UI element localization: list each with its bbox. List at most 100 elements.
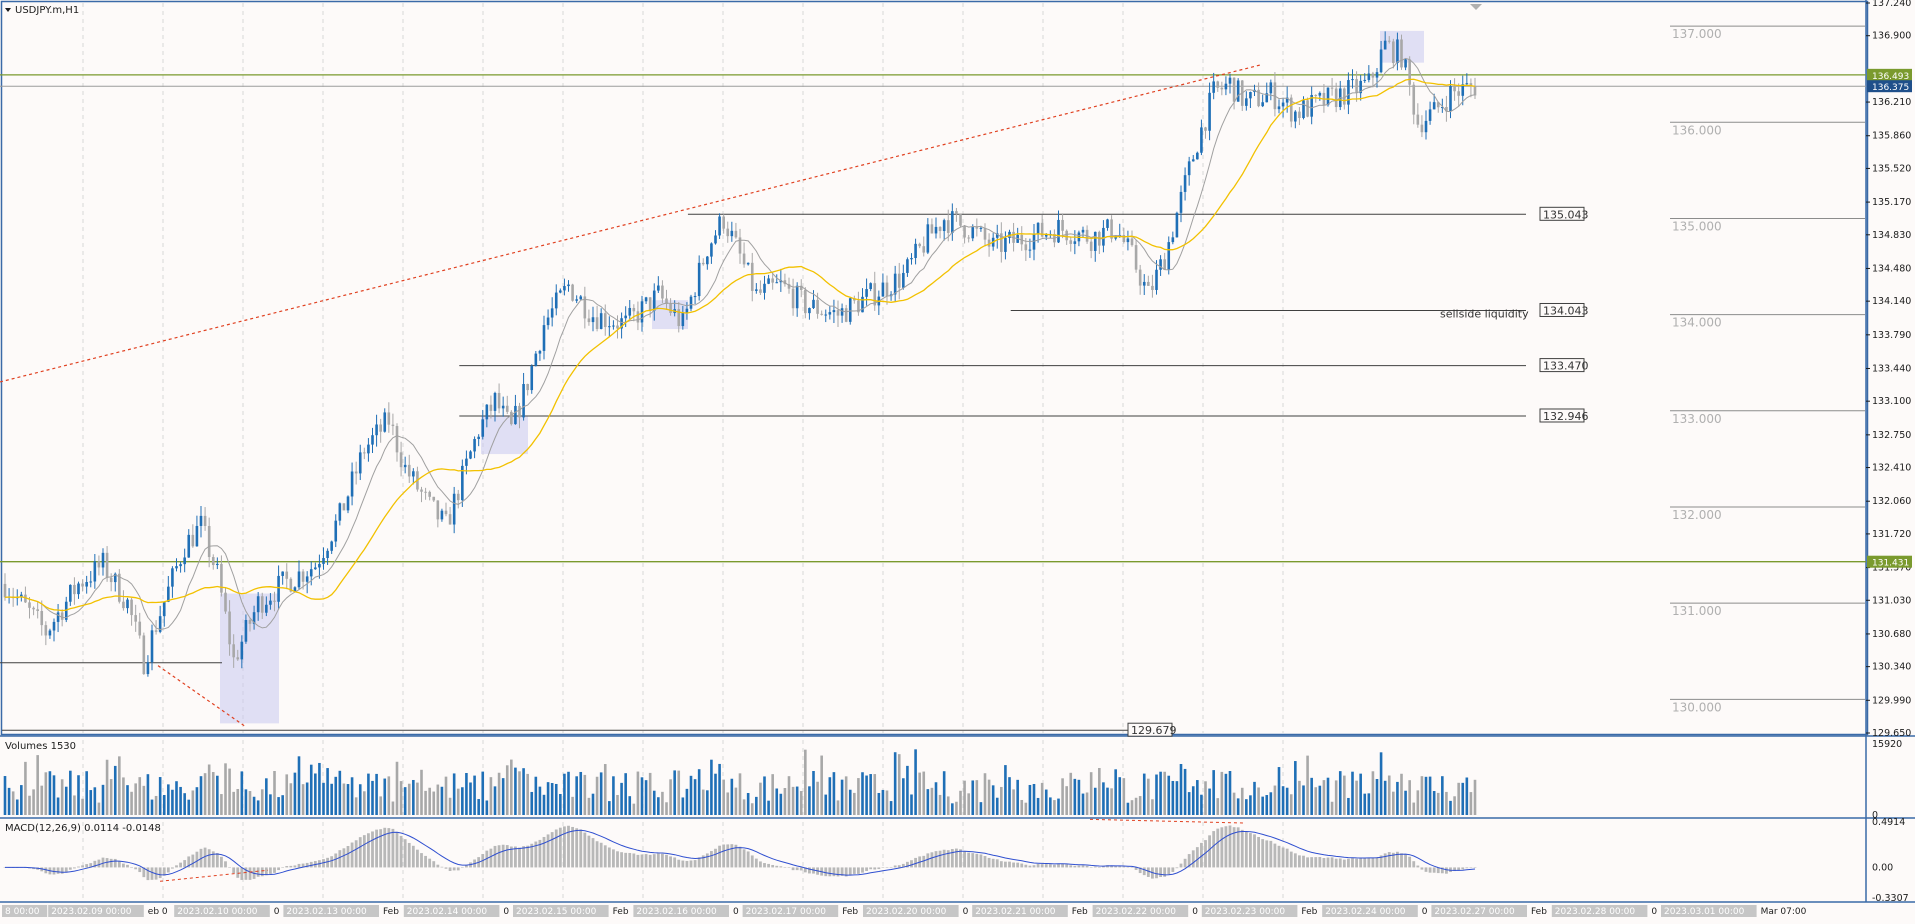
time-tick-label: 0 [274,907,280,917]
candle-body [718,216,721,236]
candle-body [428,491,431,497]
time-tick-label: Mar 07:00 [1761,907,1807,917]
volume-bar [1351,771,1354,815]
candle-body [706,256,709,265]
candle-body [191,534,195,547]
candle-body [501,405,505,409]
volume-bar [538,786,542,815]
macd-histogram-bar [122,863,125,868]
shift-marker-icon[interactable] [1470,4,1482,10]
macd-histogram-bar [987,857,991,868]
candle-body [1204,127,1207,131]
candle-body [1310,94,1313,117]
candle-body [1392,41,1395,64]
volume-bar [955,801,958,815]
macd-histogram-bar [350,842,354,868]
candle-body [1363,79,1367,81]
macd-histogram-bar [746,851,750,868]
candle-body [799,285,803,290]
macd-histogram-bar [542,836,546,868]
candle-body [32,607,35,610]
volume-bar [1310,777,1313,815]
macd-histogram-bar [840,867,844,876]
green-level-price-box[interactable] [1867,68,1912,81]
volume-bar [657,797,660,815]
macd-histogram-bar [742,849,746,868]
bid-price-box[interactable] [1867,80,1912,93]
macd-histogram-bar [391,828,395,868]
volume-bar [1212,770,1215,815]
candle-body [342,503,346,511]
time-label-bg [742,905,839,917]
price-axis[interactable]: 137.240 136.900 136.210 135.860 135.520 135.1… [1866,0,1912,904]
candle-body [975,227,979,229]
volume-bar [1142,773,1146,815]
candle-body [955,211,958,215]
level-box-133.470[interactable] [1539,358,1585,373]
macd-histogram-bar [109,858,113,868]
candle-body [379,424,382,432]
volume-bar [69,770,72,815]
volume-bar [220,794,223,815]
volume-bar [514,767,517,815]
candle-body [873,283,877,306]
volume-bar [1032,783,1036,815]
macd-histogram-bar [538,839,542,868]
candle-body [1102,227,1105,246]
collapse-triangle-icon[interactable] [5,8,11,12]
macd-histogram-bar [68,867,72,870]
volume-bar [963,780,966,815]
macd-histogram-bar [836,867,840,877]
macd-histogram-bar [632,853,636,868]
grid [0,0,1915,903]
trend-line-dashed[interactable] [0,63,1263,383]
volume-bar [403,787,407,815]
time-tick-label: 2023.02.16 00:00 [636,907,717,917]
volume-bar [142,785,146,815]
candle-body [526,384,529,391]
macd-histogram-bar [857,867,860,874]
macd-histogram-bar [967,852,971,868]
level-box-134.043[interactable] [1539,302,1585,317]
green-level-price-box[interactable] [1867,555,1912,568]
macd-histogram-bar [1440,867,1444,874]
volume-bar [252,796,256,815]
macd-histogram-bar [1216,828,1220,868]
candle-body [1416,114,1420,125]
macd-histogram-bar [1461,867,1465,870]
candle-body [681,312,685,327]
macd-histogram-bar [436,864,440,868]
volume-bar [1375,778,1379,815]
volume-bar [158,777,162,815]
candle-body [812,299,815,309]
time-axis[interactable]: 8 00:00 2023.02.09 00:00 eb 0 2023.02.10 00… [2,905,1807,917]
macd-histogram-bar [1224,826,1228,868]
candle-body [60,612,64,620]
volume-bar [873,774,877,815]
macd-histogram-bar [330,856,334,868]
macd-histogram-bar [207,849,211,868]
candle-body [73,584,76,595]
volume-bar [118,756,121,815]
level-box-132.946[interactable] [1539,408,1585,423]
trend-lines[interactable] [0,63,1263,727]
volume-bar [848,789,852,815]
level-box-129.679[interactable] [1127,722,1173,737]
candle-body [587,318,591,323]
volume-bar [330,783,333,815]
volume-bar [546,782,550,815]
macd-histogram-bar [1436,867,1440,874]
volume-bar [501,778,505,815]
macd-histogram-bar [195,851,199,868]
candle-body [550,308,554,318]
volume-bar [318,762,321,815]
candle-body [56,612,60,622]
level-box-135.043[interactable] [1539,206,1585,221]
macd-histogram-bar [1089,867,1093,868]
time-tick-label: Feb [383,907,399,917]
volume-bar [885,790,889,815]
volume-bar [1155,774,1158,815]
time-tick-label: 2023.02.27 00:00 [1434,907,1515,917]
volume-bar [714,773,717,815]
